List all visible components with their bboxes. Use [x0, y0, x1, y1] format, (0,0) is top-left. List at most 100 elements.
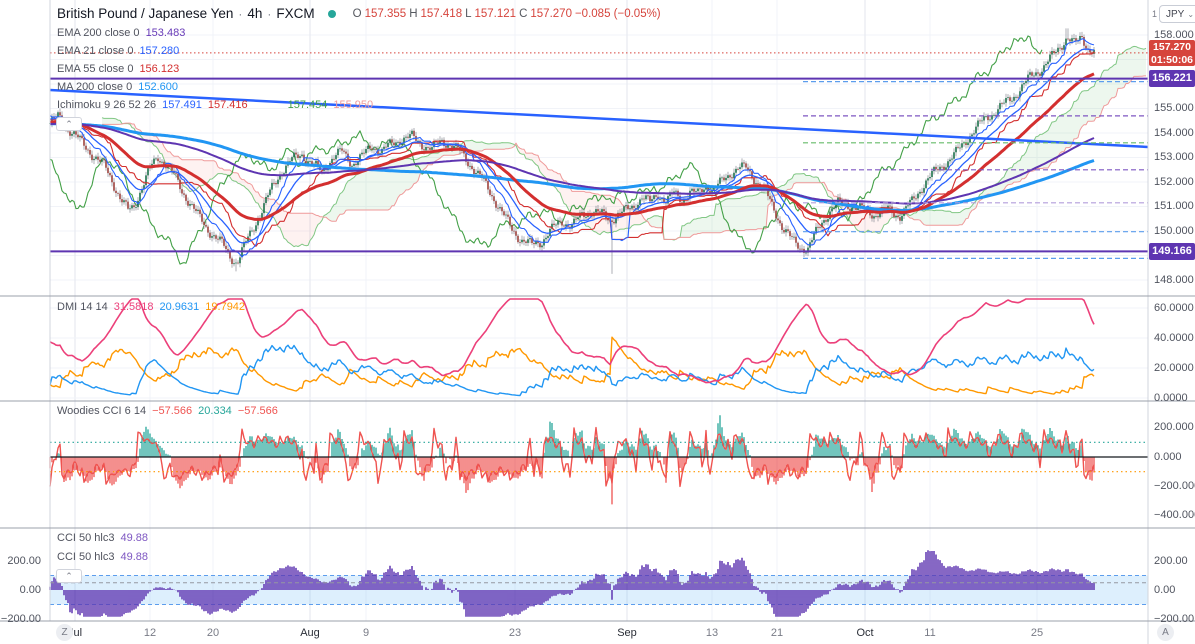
- overlay-indicator-row-3[interactable]: MA 200 close 0 152.600: [57, 80, 178, 94]
- pane-indicator-row-2-value: 49.88: [120, 532, 149, 544]
- collapse-main-pane-button[interactable]: ⌃: [56, 117, 82, 131]
- pane-indicator-row-1-value: 20.334: [198, 405, 232, 417]
- cci-axis-label-left: 0.00: [19, 583, 41, 596]
- pane-indicator-row-2[interactable]: CCI 50 hlc3 49.88: [57, 531, 148, 545]
- time-axis-label: 23: [508, 627, 522, 639]
- time-axis-label: Aug: [300, 627, 320, 639]
- close-label: C: [519, 7, 528, 20]
- time-axis-label: 11: [924, 627, 936, 639]
- close-value: 157.270: [530, 7, 572, 20]
- price-axis-label: 153.000: [1154, 151, 1194, 163]
- last-price-badge: 157.270 01:50:06: [1149, 40, 1195, 66]
- chevron-up-icon: ⌃: [65, 118, 73, 129]
- currency-selector[interactable]: JPY ⌄: [1159, 5, 1195, 23]
- pane-indicator-row-0-value: 20.9631: [159, 301, 200, 313]
- price-axis-label: 151.000: [1154, 200, 1194, 212]
- pane-indicator-row-3-value: 49.88: [120, 551, 149, 563]
- ma-lines: [49, 48, 1095, 244]
- overlay-indicator-row-4-value: 155.950: [333, 99, 374, 111]
- woodies-axis-label: 200.000: [1154, 421, 1194, 434]
- overlay-indicator-row-3-label: MA 200 close 0: [57, 81, 133, 93]
- dmi-axis-label: 40.0000: [1154, 331, 1194, 344]
- pane-indicator-row-1-label: Woodies CCI 6 14: [57, 405, 147, 417]
- overlay-indicator-row-1-label: EMA 21 close 0: [57, 45, 134, 57]
- pane-indicator-row-1-value: −57.566: [237, 405, 278, 417]
- overlay-indicator-row-2-value: 156.123: [139, 63, 180, 75]
- pane-indicator-row-2-label: CCI 50 hlc3: [57, 532, 115, 544]
- overlay-indicator-row-4-value: 157.454: [287, 99, 328, 111]
- last-price-value: 157.270: [1153, 41, 1191, 53]
- overlay-indicator-row-3-value: 152.600: [138, 81, 178, 93]
- dmi-lines: [49, 298, 1095, 397]
- pane-indicator-row-0[interactable]: DMI 14 14 31.5818 20.9631 19.7942: [57, 300, 245, 314]
- cci-axis-label: 0.00: [1154, 583, 1176, 596]
- time-axis-label: 25: [1030, 627, 1044, 639]
- lower-level-badge: 149.166: [1149, 243, 1195, 260]
- price-axis-label: 158.000: [1154, 28, 1194, 41]
- time-axis-label: Oct: [856, 627, 874, 639]
- upper-level-badge: 156.221: [1149, 70, 1195, 87]
- symbol-name: British Pound / Japanese Yen: [57, 6, 234, 21]
- woodies-axis-label: 0.000: [1154, 450, 1182, 463]
- scale-z-button[interactable]: Z: [56, 624, 73, 641]
- woodies-guide-lines: [50, 441, 1148, 473]
- pane-indicator-row-0-value: 19.7942: [205, 301, 246, 313]
- currency-label: JPY: [1166, 8, 1185, 20]
- overlay-indicator-row-2[interactable]: EMA 55 close 0 156.123: [57, 62, 179, 76]
- woodies-cci-line: [49, 426, 1095, 488]
- dmi-axis-label: 60.0000: [1154, 301, 1194, 314]
- overlay-indicator-row-0-value: 153.483: [145, 27, 186, 39]
- woodies-axis-label: −200.000: [1154, 479, 1195, 492]
- scale-unit-label: 1: [1152, 9, 1158, 19]
- separator: ·: [238, 6, 243, 21]
- chevron-down-icon: ⌄: [1187, 9, 1195, 19]
- time-axis-label: 12: [143, 627, 157, 639]
- market-status-icon: [327, 9, 336, 18]
- cci-band: [50, 575, 1148, 605]
- ohlc-readout: O 157.355 H 157.418 L 157.121 C 157.270 …: [353, 8, 661, 20]
- overlay-indicator-row-2-label: EMA 55 close 0: [57, 63, 134, 75]
- overlay-indicator-row-0[interactable]: EMA 200 close 0 153.483: [57, 26, 185, 40]
- dmi-axis-label: 20.0000: [1154, 361, 1194, 374]
- cci-axis-label-left: −200.00: [0, 612, 41, 625]
- auto-scale-button[interactable]: A: [1157, 624, 1174, 641]
- low-value: 157.121: [474, 7, 517, 20]
- price-axis-label: 148.000: [1154, 273, 1194, 286]
- price-axis-label: 150.000: [1154, 224, 1194, 237]
- high-value: 157.418: [420, 7, 463, 20]
- cci-axis-label: 200.00: [1154, 554, 1188, 567]
- separator: ·: [267, 6, 272, 21]
- overlay-indicator-row-1[interactable]: EMA 21 close 0 157.280: [57, 44, 179, 58]
- pane-indicator-row-1-value: −57.566: [152, 405, 193, 417]
- collapse-cci-pane-button[interactable]: ⌃: [56, 569, 82, 583]
- open-label: O: [352, 7, 362, 20]
- chevron-up-icon: ⌃: [65, 570, 73, 581]
- price-axis-label: 152.000: [1154, 175, 1194, 188]
- pane-indicator-row-0-value: 31.5818: [113, 301, 154, 313]
- trendline[interactable]: [49, 88, 1149, 149]
- overlay-indicator-row-4-label: Ichimoku 9 26 52 26: [57, 99, 157, 111]
- time-axis-label: 21: [770, 627, 784, 639]
- change-value: −0.085 (−0.05%): [574, 7, 661, 20]
- exchange-label: FXCM: [276, 6, 315, 21]
- low-label: L: [465, 7, 472, 20]
- horizontal-level-lines[interactable]: [50, 52, 1148, 259]
- interval-label: 4h: [247, 6, 263, 21]
- price-axis-label: 155.000: [1154, 102, 1194, 114]
- pane-indicator-row-3[interactable]: CCI 50 hlc3 49.88: [57, 550, 148, 564]
- pane-indicator-row-1[interactable]: Woodies CCI 6 14 −57.566 20.334 −57.566: [57, 404, 278, 418]
- cci-axis-label-left: 200.00: [7, 554, 41, 567]
- overlay-indicator-row-1-value: 157.280: [139, 45, 180, 57]
- high-label: H: [409, 7, 418, 20]
- pane-indicator-row-0-label: DMI 14 14: [57, 301, 108, 313]
- candlestick-series: [49, 28, 1095, 274]
- overlay-indicator-row-4[interactable]: Ichimoku 9 26 52 26 157.491 157.416 157.454…: [57, 98, 373, 112]
- overlay-indicator-row-0-label: EMA 200 close 0: [57, 27, 140, 39]
- bar-countdown: 01:50:06: [1150, 53, 1194, 66]
- time-axis-label: Sep: [617, 627, 637, 639]
- symbol-title[interactable]: British Pound / Japanese Yen · 4h · FXCM…: [57, 6, 661, 21]
